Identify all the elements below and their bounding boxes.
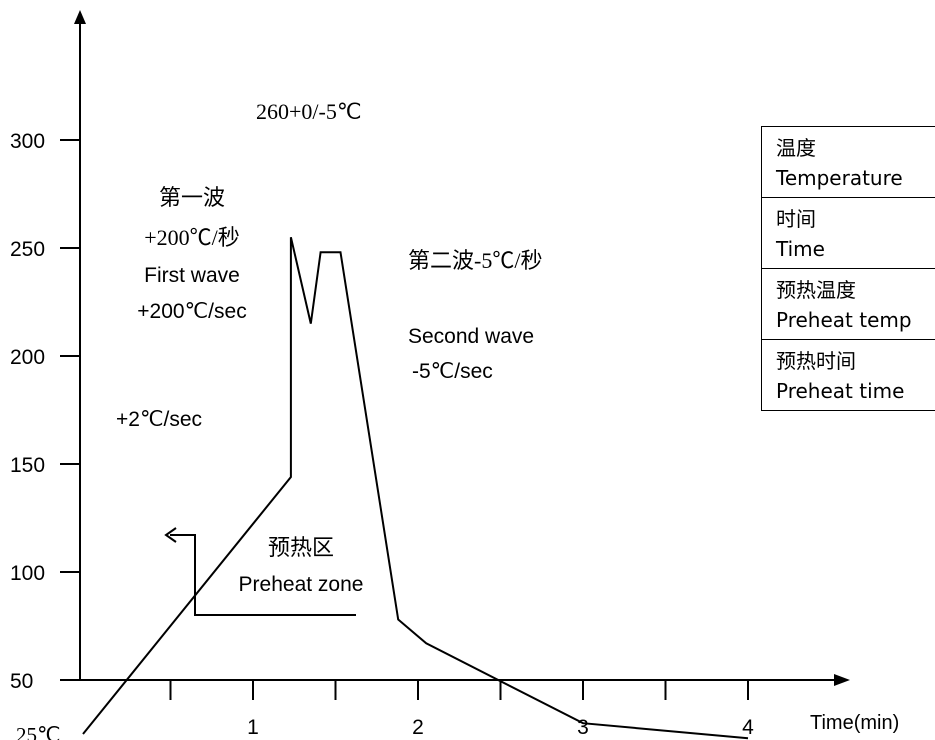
table-cell-cn: 预热时间 [776,349,856,373]
parameter-table: 温度 Temperature 时间 Time 预热温度 Preheat temp… [761,126,935,411]
x-axis-arrow [834,674,850,686]
y-tick-label: 250 [10,238,45,261]
preheat-zone-bracket [170,534,356,616]
x-axis-label: Time(min) [810,712,899,734]
x-tick-label: 1 [247,716,259,739]
first-wave-cn-rate-label: +200℃/秒 [144,225,240,250]
table-cell-en: Time [776,237,825,261]
y-tick-label: 150 [10,454,45,477]
table-cell-cn: 温度 [776,136,816,160]
ramp-rate-label: +2℃/sec [116,408,202,431]
second-wave-en-label: Second wave [408,325,534,348]
table-row-preheat-time: 预热时间 Preheat time [762,340,935,410]
second-wave-en-rate-label: -5℃/sec [412,360,493,383]
table-cell-en: Preheat time [776,379,905,403]
table-row-preheat-temp: 预热温度 Preheat temp [762,269,935,340]
first-wave-cn-label: 第一波 [159,185,225,210]
table-cell-cn: 时间 [776,207,816,231]
table-cell-en: Temperature [776,166,903,190]
table-cell-en: Preheat temp [776,308,912,332]
temperature-profile-line [82,236,749,740]
first-wave-en-rate-label: +200℃/sec [137,300,246,323]
preheat-zone-arrowhead [164,527,177,543]
table-row-time: 时间 Time [762,198,935,269]
x-tick-group: 1 2 3 4 [169,680,754,739]
x-tick-label: 2 [412,716,424,739]
y-axis-arrow [74,10,86,24]
y-tick-label: 200 [10,346,45,369]
x-tick-label: 3 [577,716,589,739]
first-wave-en-label: First wave [144,264,240,287]
x-tick-label: 4 [742,716,754,739]
y-tick-label: 25℃ [16,723,61,740]
peak-temperature-label: 260+0/-5℃ [256,99,362,124]
second-wave-cn-label: 第二波-5℃/秒 [408,248,542,273]
table-cell-cn: 预热温度 [776,278,856,302]
y-tick-label: 100 [10,562,45,585]
y-tick-label: 300 [10,130,45,153]
table-row-temperature: 温度 Temperature [762,127,935,198]
preheat-zone-cn-label: 预热区 [268,535,334,560]
y-tick-group: 300 250 200 150 100 50 25℃ [10,130,80,740]
y-tick-label: 50 [10,670,33,693]
preheat-zone-en-label: Preheat zone [239,573,364,596]
